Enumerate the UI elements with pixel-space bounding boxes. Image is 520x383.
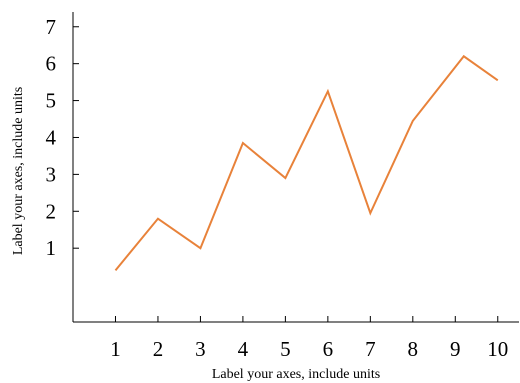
series-line [114, 54, 499, 271]
x-tick-label: 8 [408, 337, 419, 361]
x-tick-label: 1 [110, 337, 121, 361]
x-tick-label: 7 [365, 337, 376, 361]
x-axis-ticks: 1 2 3 4 5 6 7 8 9 10 [110, 316, 508, 361]
x-tick-label: 3 [195, 337, 206, 361]
x-tick-label: 4 [238, 337, 249, 361]
x-tick-label: 2 [153, 337, 164, 361]
y-axis-ticks: 1 2 3 4 5 6 7 [46, 15, 79, 260]
y-tick-label: 3 [46, 162, 57, 186]
x-tick-label: 10 [487, 337, 508, 361]
x-tick-label: 6 [323, 337, 334, 361]
y-axis-label: Label your axes, include units [11, 87, 26, 255]
series-group [114, 54, 499, 271]
y-tick-label: 7 [46, 15, 57, 39]
y-tick-label: 4 [46, 125, 57, 149]
y-tick-label: 5 [46, 89, 57, 113]
x-axis-label: Label your axes, include units [212, 367, 380, 382]
x-tick-label: 9 [450, 337, 461, 361]
x-tick-label: 5 [280, 337, 291, 361]
y-tick-label: 1 [46, 236, 57, 260]
y-tick-label: 2 [46, 199, 57, 223]
y-tick-label: 6 [46, 52, 57, 76]
